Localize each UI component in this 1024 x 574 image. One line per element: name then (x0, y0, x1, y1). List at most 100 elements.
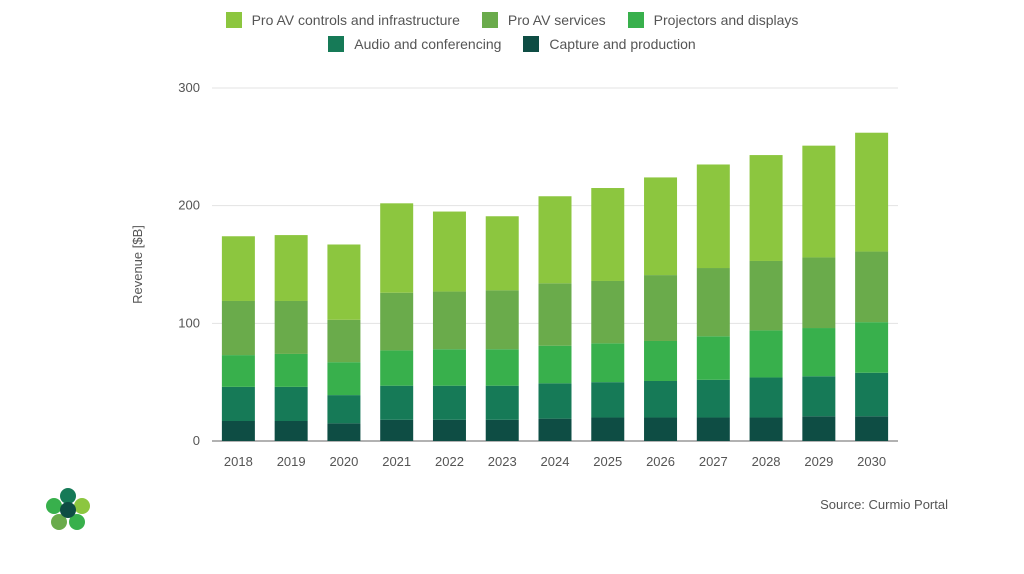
bar-segment (432, 349, 466, 386)
x-tick-label: 2023 (488, 454, 517, 469)
bar-segment (802, 328, 836, 377)
bar-segment (855, 251, 889, 323)
bar-segment (485, 419, 519, 441)
legend-swatch-projectors-displays (627, 12, 644, 28)
bar-segment (538, 418, 572, 441)
x-tick-label: 2019 (277, 454, 306, 469)
bar-segment (802, 257, 836, 329)
legend-item-projectors-displays: Projectors and displays (627, 12, 798, 28)
bar-segment (327, 362, 361, 396)
legend-row-2: Audio and conferencing Capture and produ… (328, 36, 696, 52)
x-tick-label: 2020 (329, 454, 358, 469)
x-tick-label: 2027 (699, 454, 728, 469)
legend-item-pro-av-services: Pro AV services (481, 12, 606, 28)
legend-label-capture-production: Capture and production (549, 36, 696, 52)
bar-segment (538, 345, 572, 384)
bar-segment (538, 383, 572, 419)
legend-label-pro-av-services: Pro AV services (507, 12, 606, 28)
bar-segment (644, 417, 678, 441)
x-tick-label: 2022 (435, 454, 464, 469)
bar-segment (432, 385, 466, 420)
bar-segment (802, 376, 836, 417)
bars (221, 132, 889, 441)
legend-swatch-audio-conferencing (328, 36, 345, 52)
bar-segment (432, 211, 466, 292)
bar-segment (855, 372, 889, 417)
bar-segment (749, 155, 783, 261)
x-tick-label: 2024 (541, 454, 570, 469)
bar-segment (327, 423, 361, 441)
bar-segment (274, 235, 308, 301)
legend-item-capture-production: Capture and production (523, 36, 696, 52)
bar-segment (274, 300, 308, 354)
bar-segment (485, 349, 519, 386)
bar-segment (696, 164, 730, 269)
bar-segment (485, 290, 519, 350)
bar-segment (644, 380, 678, 418)
y-axis-label: Revenue [$B] (130, 225, 145, 304)
axes: 0 100 200 300 2018 2019 2020 2021 2022 2023 2024 20… (178, 80, 886, 469)
bar-segment (432, 291, 466, 350)
bar-segment (485, 216, 519, 291)
x-tick-label: 2021 (382, 454, 411, 469)
legend-row-1: Pro AV controls and infrastructure Pro A… (225, 12, 798, 28)
bar-segment (221, 236, 255, 301)
bar-segment (855, 132, 889, 252)
bar-segment (380, 385, 414, 420)
bar-segment (274, 386, 308, 421)
bar-segment (644, 177, 678, 276)
legend-item-pro-av-controls: Pro AV controls and infrastructure (225, 12, 460, 28)
bar-segment (538, 283, 572, 346)
bar-segment (380, 350, 414, 386)
bar-segment (380, 419, 414, 441)
bar-segment (855, 416, 889, 441)
bar-segment (221, 386, 255, 421)
bar-segment (327, 244, 361, 320)
legend-item-audio-conferencing: Audio and conferencing (328, 36, 501, 52)
bar-segment (221, 355, 255, 387)
legend-swatch-pro-av-controls (225, 12, 242, 28)
y-tick-label: 0 (193, 433, 200, 448)
x-tick-label: 2025 (593, 454, 622, 469)
bar-segment (696, 379, 730, 418)
bar-segment (644, 340, 678, 381)
x-tick-label: 2018 (224, 454, 253, 469)
source-note: Source: Curmio Portal (820, 497, 948, 512)
bar-segment (591, 417, 625, 441)
y-tick-label: 300 (178, 80, 200, 95)
bar-segment (696, 336, 730, 380)
bar-segment (274, 420, 308, 441)
bar-segment (591, 343, 625, 383)
bar-segment (802, 416, 836, 441)
bar-segment (696, 417, 730, 441)
bar-segment (749, 330, 783, 378)
y-tick-label: 200 (178, 198, 200, 213)
bar-segment (855, 322, 889, 373)
bar-segment (749, 417, 783, 441)
bar-segment (432, 419, 466, 441)
x-tick-label: 2028 (752, 454, 781, 469)
bar-segment (644, 275, 678, 341)
bar-segment (327, 319, 361, 363)
bar-segment (221, 420, 255, 441)
bar-segment (749, 260, 783, 331)
bar-segment (380, 203, 414, 293)
legend-label-pro-av-controls: Pro AV controls and infrastructure (251, 12, 460, 28)
legend-label-audio-conferencing: Audio and conferencing (354, 36, 502, 52)
bar-segment (380, 292, 414, 351)
bar-segment (538, 196, 572, 284)
x-tick-label: 2026 (646, 454, 675, 469)
bar-segment (274, 353, 308, 387)
bar-segment (221, 300, 255, 356)
x-tick-label: 2029 (804, 454, 833, 469)
bar-segment (591, 280, 625, 344)
legend-swatch-pro-av-services (481, 12, 498, 28)
legend-swatch-capture-production (523, 36, 540, 52)
chart-legend: Pro AV controls and infrastructure Pro A… (0, 12, 1024, 52)
bar-segment (327, 395, 361, 424)
bar-segment (591, 188, 625, 281)
flower-logo-icon (46, 488, 90, 530)
bar-segment (802, 145, 836, 258)
y-tick-label: 100 (178, 315, 200, 330)
